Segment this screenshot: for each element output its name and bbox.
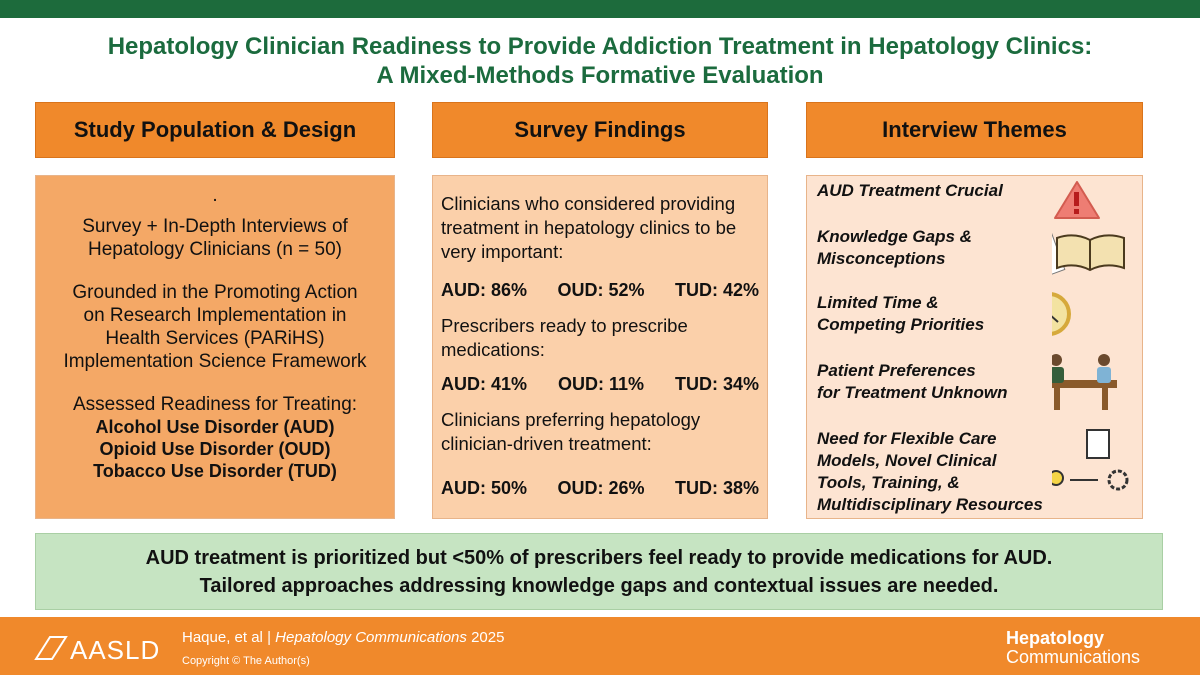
theme-line: Multidisciplinary Resources bbox=[817, 495, 1043, 514]
authors: Haque, et al bbox=[182, 629, 263, 646]
theme: AUD Treatment Crucial bbox=[817, 180, 1003, 202]
result: AUD: 50% bbox=[441, 478, 528, 498]
year: 2025 bbox=[471, 629, 505, 646]
survey-panel: Clinicians who considered providing treat… bbox=[432, 175, 768, 519]
result: OUD: 52% bbox=[557, 280, 645, 300]
footer: AASLD Haque, et al | Hepatology Communic… bbox=[0, 617, 1200, 675]
assessed-label: Assessed Readiness for Treating: bbox=[72, 394, 358, 415]
theme-line: Need for Flexible Care bbox=[817, 429, 997, 448]
clock-icon bbox=[1052, 292, 1071, 336]
document-icon bbox=[1086, 429, 1110, 459]
text-line: Grounded in the Promoting Action bbox=[72, 282, 358, 303]
title-line: A Mixed-Methods Formative Evaluation bbox=[376, 62, 824, 89]
theme-line: Models, Novel Clinical bbox=[817, 451, 997, 470]
theme-line: Misconceptions bbox=[817, 249, 946, 268]
text-line: Prescribers ready to prescribe bbox=[441, 315, 688, 336]
theme: Patient Preferences for Treatment Unknown bbox=[817, 360, 1007, 404]
disorder: Opioid Use Disorder (OUD) bbox=[99, 439, 331, 459]
theme: Limited Time & Competing Priorities bbox=[817, 292, 984, 336]
title: Hepatology Clinician Readiness to Provid… bbox=[0, 32, 1200, 90]
text-line: Survey + In-Depth Interviews of bbox=[82, 216, 348, 237]
theme-line: Competing Priorities bbox=[817, 315, 985, 334]
table-leg bbox=[1054, 388, 1060, 410]
theme-line: Knowledge Gaps & bbox=[817, 227, 972, 246]
logo-left: AASLD bbox=[70, 635, 161, 665]
themes-panel: AUD Treatment Crucial Knowledge Gaps & Mis… bbox=[806, 175, 1143, 519]
logo-right: Communications bbox=[1006, 647, 1141, 667]
citation: Haque, et al | Hepatology Communications… bbox=[182, 629, 504, 646]
clock-hand bbox=[1052, 315, 1059, 323]
disorder: Tobacco Use Disorder (TUD) bbox=[93, 461, 337, 481]
aasld-mark bbox=[34, 636, 68, 660]
journal: Hepatology Communications bbox=[275, 629, 467, 646]
logo-right: Hepatology bbox=[1006, 628, 1105, 648]
theme-icons bbox=[1052, 181, 1129, 491]
finding-text: Prescribers ready to prescribe medication… bbox=[441, 314, 759, 362]
bulb-icon bbox=[1052, 470, 1064, 486]
disorder: Alcohol Use Disorder (AUD) bbox=[95, 417, 335, 437]
conclusion: AUD treatment is prioritized but <50% of… bbox=[35, 533, 1163, 610]
title-line: Hepatology Clinician Readiness to Provid… bbox=[107, 33, 1093, 60]
copyright: Copyright © The Author(s) bbox=[182, 655, 310, 667]
result: TUD: 38% bbox=[674, 478, 759, 498]
table-icon bbox=[1052, 380, 1117, 388]
theme-line: Limited Time & bbox=[817, 293, 939, 312]
finding-text: Clinicians preferring hepatology clinicia… bbox=[441, 408, 759, 456]
table-leg bbox=[1102, 388, 1108, 410]
text-line: Clinicians preferring hepatology bbox=[441, 409, 701, 430]
theme: Knowledge Gaps & Misconceptions bbox=[817, 226, 972, 270]
text-line: Implementation Science Framework bbox=[63, 351, 367, 372]
section-heading: Study Population & Design bbox=[35, 102, 395, 158]
text-line: Clinicians who considered providing bbox=[441, 193, 736, 214]
person-icon bbox=[1052, 354, 1062, 366]
conclusion-line: Tailored approaches addressing knowledge… bbox=[199, 575, 999, 597]
theme: Need for Flexible Care Models, Novel Clin… bbox=[817, 428, 1043, 516]
text-line: very important: bbox=[441, 241, 564, 262]
finding-results: AUD: 50% OUD: 26% TUD: 38% bbox=[441, 476, 759, 500]
gear-icon bbox=[1107, 469, 1129, 491]
separator: | bbox=[267, 629, 271, 646]
finding-text: Clinicians who considered providing treat… bbox=[441, 192, 759, 264]
person-body bbox=[1052, 367, 1064, 383]
study-panel: . Survey + In-Depth Interviews of Hepatolo… bbox=[35, 175, 395, 519]
section-heading: Interview Themes bbox=[806, 102, 1143, 158]
section-heading: Survey Findings bbox=[432, 102, 768, 158]
paragraph: Grounded in the Promoting Action on Resea… bbox=[36, 281, 394, 373]
text-line: Health Services (PARiHS) bbox=[105, 328, 325, 349]
person-body bbox=[1097, 367, 1111, 383]
warning-mark bbox=[1074, 192, 1079, 206]
text-line: on Research Implementation in bbox=[83, 305, 347, 326]
bullet: . bbox=[212, 185, 218, 206]
result: AUD: 41% bbox=[441, 374, 528, 394]
theme-line: Patient Preferences bbox=[817, 361, 976, 380]
result: OUD: 26% bbox=[557, 478, 645, 498]
result: AUD: 86% bbox=[441, 280, 528, 300]
warning-dot bbox=[1074, 209, 1079, 214]
theme-line: AUD Treatment Crucial bbox=[817, 181, 1003, 200]
result: OUD: 11% bbox=[557, 374, 645, 394]
paragraph: Survey + In-Depth Interviews of Hepatolog… bbox=[36, 215, 394, 261]
finding-results: AUD: 86% OUD: 52% TUD: 42% bbox=[441, 278, 759, 302]
text-line: treatment in hepatology clinics to be bbox=[441, 217, 737, 238]
conclusion-line: AUD treatment is prioritized but <50% of… bbox=[145, 547, 1053, 569]
theme-line: for Treatment Unknown bbox=[817, 383, 1008, 402]
theme-line: Tools, Training, & bbox=[817, 473, 960, 492]
finding-results: AUD: 41% OUD: 11% TUD: 34% bbox=[441, 372, 759, 396]
text-line: medications: bbox=[441, 339, 545, 360]
result: TUD: 34% bbox=[674, 374, 759, 394]
text-line: clinician-driven treatment: bbox=[441, 433, 652, 454]
person-icon bbox=[1098, 354, 1110, 366]
result: TUD: 42% bbox=[674, 280, 759, 300]
top-bar bbox=[0, 0, 1200, 18]
text-line: Hepatology Clinicians (n = 50) bbox=[88, 239, 342, 260]
